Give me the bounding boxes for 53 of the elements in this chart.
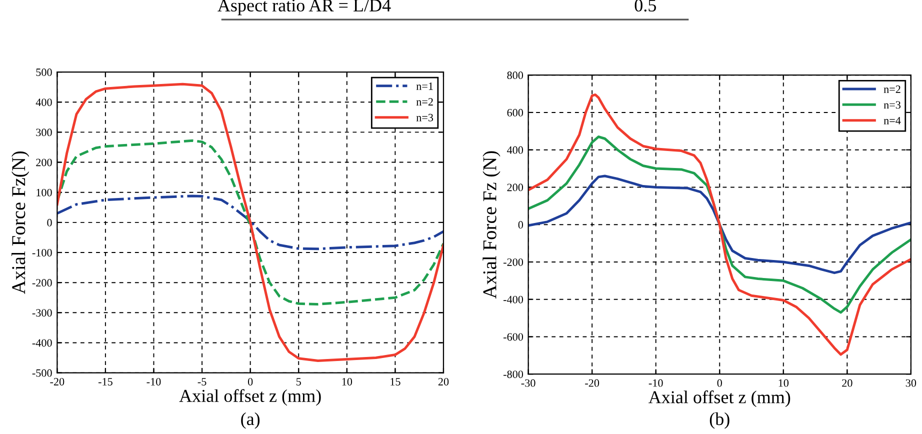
y-tick-label: 200: [507, 184, 524, 192]
x-tick-label: 20: [438, 378, 449, 386]
legend-label: n=3: [416, 114, 434, 122]
line-series: [57, 82, 444, 362]
y-tick-label: -500: [32, 369, 52, 377]
x-tick-label: 10: [342, 378, 352, 386]
y-tick-label: -600: [503, 333, 524, 341]
x-axis-title: Axial offset z (mm): [648, 390, 790, 407]
x-tick-label: -15: [98, 378, 112, 386]
y-tick-label: 400: [506, 146, 524, 154]
y-tick-label: 0: [518, 221, 524, 229]
y-tick-label: 400: [36, 98, 52, 106]
x-tick-label: 0: [248, 378, 253, 386]
y-tick-label: 500: [36, 68, 52, 76]
text: (a): [241, 412, 260, 429]
x-tick-label: 30: [906, 379, 916, 387]
x-tick-label: -10: [146, 378, 161, 386]
legend-label: n=4: [884, 116, 901, 124]
y-tick-label: -400: [32, 339, 52, 347]
y-tick-label: -100: [32, 248, 52, 256]
legend-label: n=2: [416, 98, 433, 106]
y-tick-label: 0: [47, 218, 52, 226]
x-tick-label: 5: [296, 378, 301, 386]
y-tick-label: 300: [36, 128, 52, 136]
line-series: [528, 174, 911, 274]
x-tick-label: -5: [198, 378, 206, 386]
x-tick-label: -20: [585, 379, 600, 387]
y-tick-label: 800: [507, 72, 524, 80]
line-series: [528, 93, 911, 356]
y-tick-label: -300: [32, 309, 52, 317]
legend-label: n=1: [416, 82, 433, 90]
x-tick-label: -20: [50, 378, 64, 386]
y-tick-label: 100: [36, 188, 52, 196]
y-tick-label: -400: [503, 296, 524, 304]
y-tick-label: -200: [32, 279, 52, 287]
legend-label: n=3: [884, 101, 901, 109]
y-axis-title: Axial Force Fz (N): [482, 151, 500, 299]
y-tick-label: -800: [503, 370, 524, 378]
line-series: [57, 139, 444, 306]
y-axis-title: Axial Force Fz(N): [12, 151, 30, 294]
x-tick-label: 20: [842, 379, 852, 387]
y-tick-label: 600: [507, 108, 524, 116]
x-axis-title: Axial offset z (mm): [179, 389, 321, 406]
y-tick-label: -200: [503, 258, 524, 266]
y-tick-label: 200: [36, 158, 52, 166]
text: (b): [710, 412, 730, 429]
x-tick-label: -30: [521, 379, 536, 387]
x-tick-label: 10: [778, 379, 789, 387]
x-tick-label: -10: [648, 379, 663, 387]
x-tick-label: 0: [717, 379, 722, 387]
legend-label: n=2: [884, 86, 900, 93]
x-tick-label: 15: [390, 378, 400, 386]
line-series: [57, 194, 444, 250]
